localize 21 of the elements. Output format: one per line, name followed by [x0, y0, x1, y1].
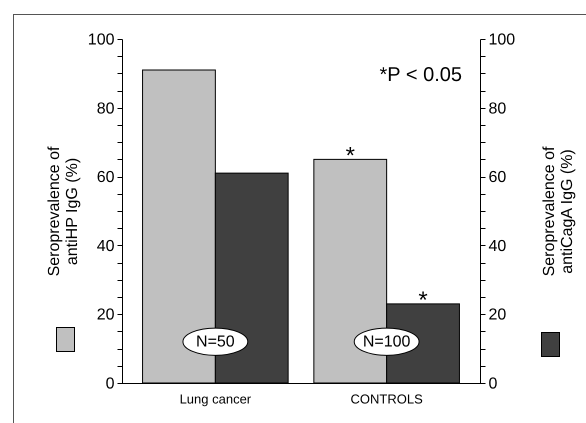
y2-axis-title: Seroprevalence of antiCagA IgG (%) — [541, 146, 576, 276]
y-tick-label: 20 — [96, 306, 115, 324]
x-tick-label: Lung cancer — [180, 392, 252, 406]
y2-tick-label: 0 — [488, 376, 498, 392]
annotation: N=100 — [362, 334, 411, 351]
y2-tick-label: 80 — [488, 100, 506, 118]
y-axis-title: Seroprevalence of antiHP IgG (%) — [46, 146, 81, 276]
y-tick-label: 60 — [96, 169, 115, 186]
y2-tick-label: 20 — [488, 306, 506, 324]
y2-tick-label: 60 — [488, 169, 506, 186]
y-tick-label: 80 — [96, 100, 115, 118]
annotation: * — [418, 286, 428, 314]
y-tick-label: 40 — [96, 238, 115, 255]
y2-tick-label: 40 — [488, 238, 506, 255]
y-tick-label: 0 — [106, 376, 115, 392]
x-tick-label: CONTROLS — [350, 392, 424, 406]
annotation: *P < 0.05 — [380, 64, 462, 86]
annotation: * — [346, 142, 355, 170]
y2-tick-label: 100 — [488, 32, 516, 48]
y-tick-label: 100 — [88, 32, 115, 48]
annotation: N=50 — [196, 334, 235, 351]
